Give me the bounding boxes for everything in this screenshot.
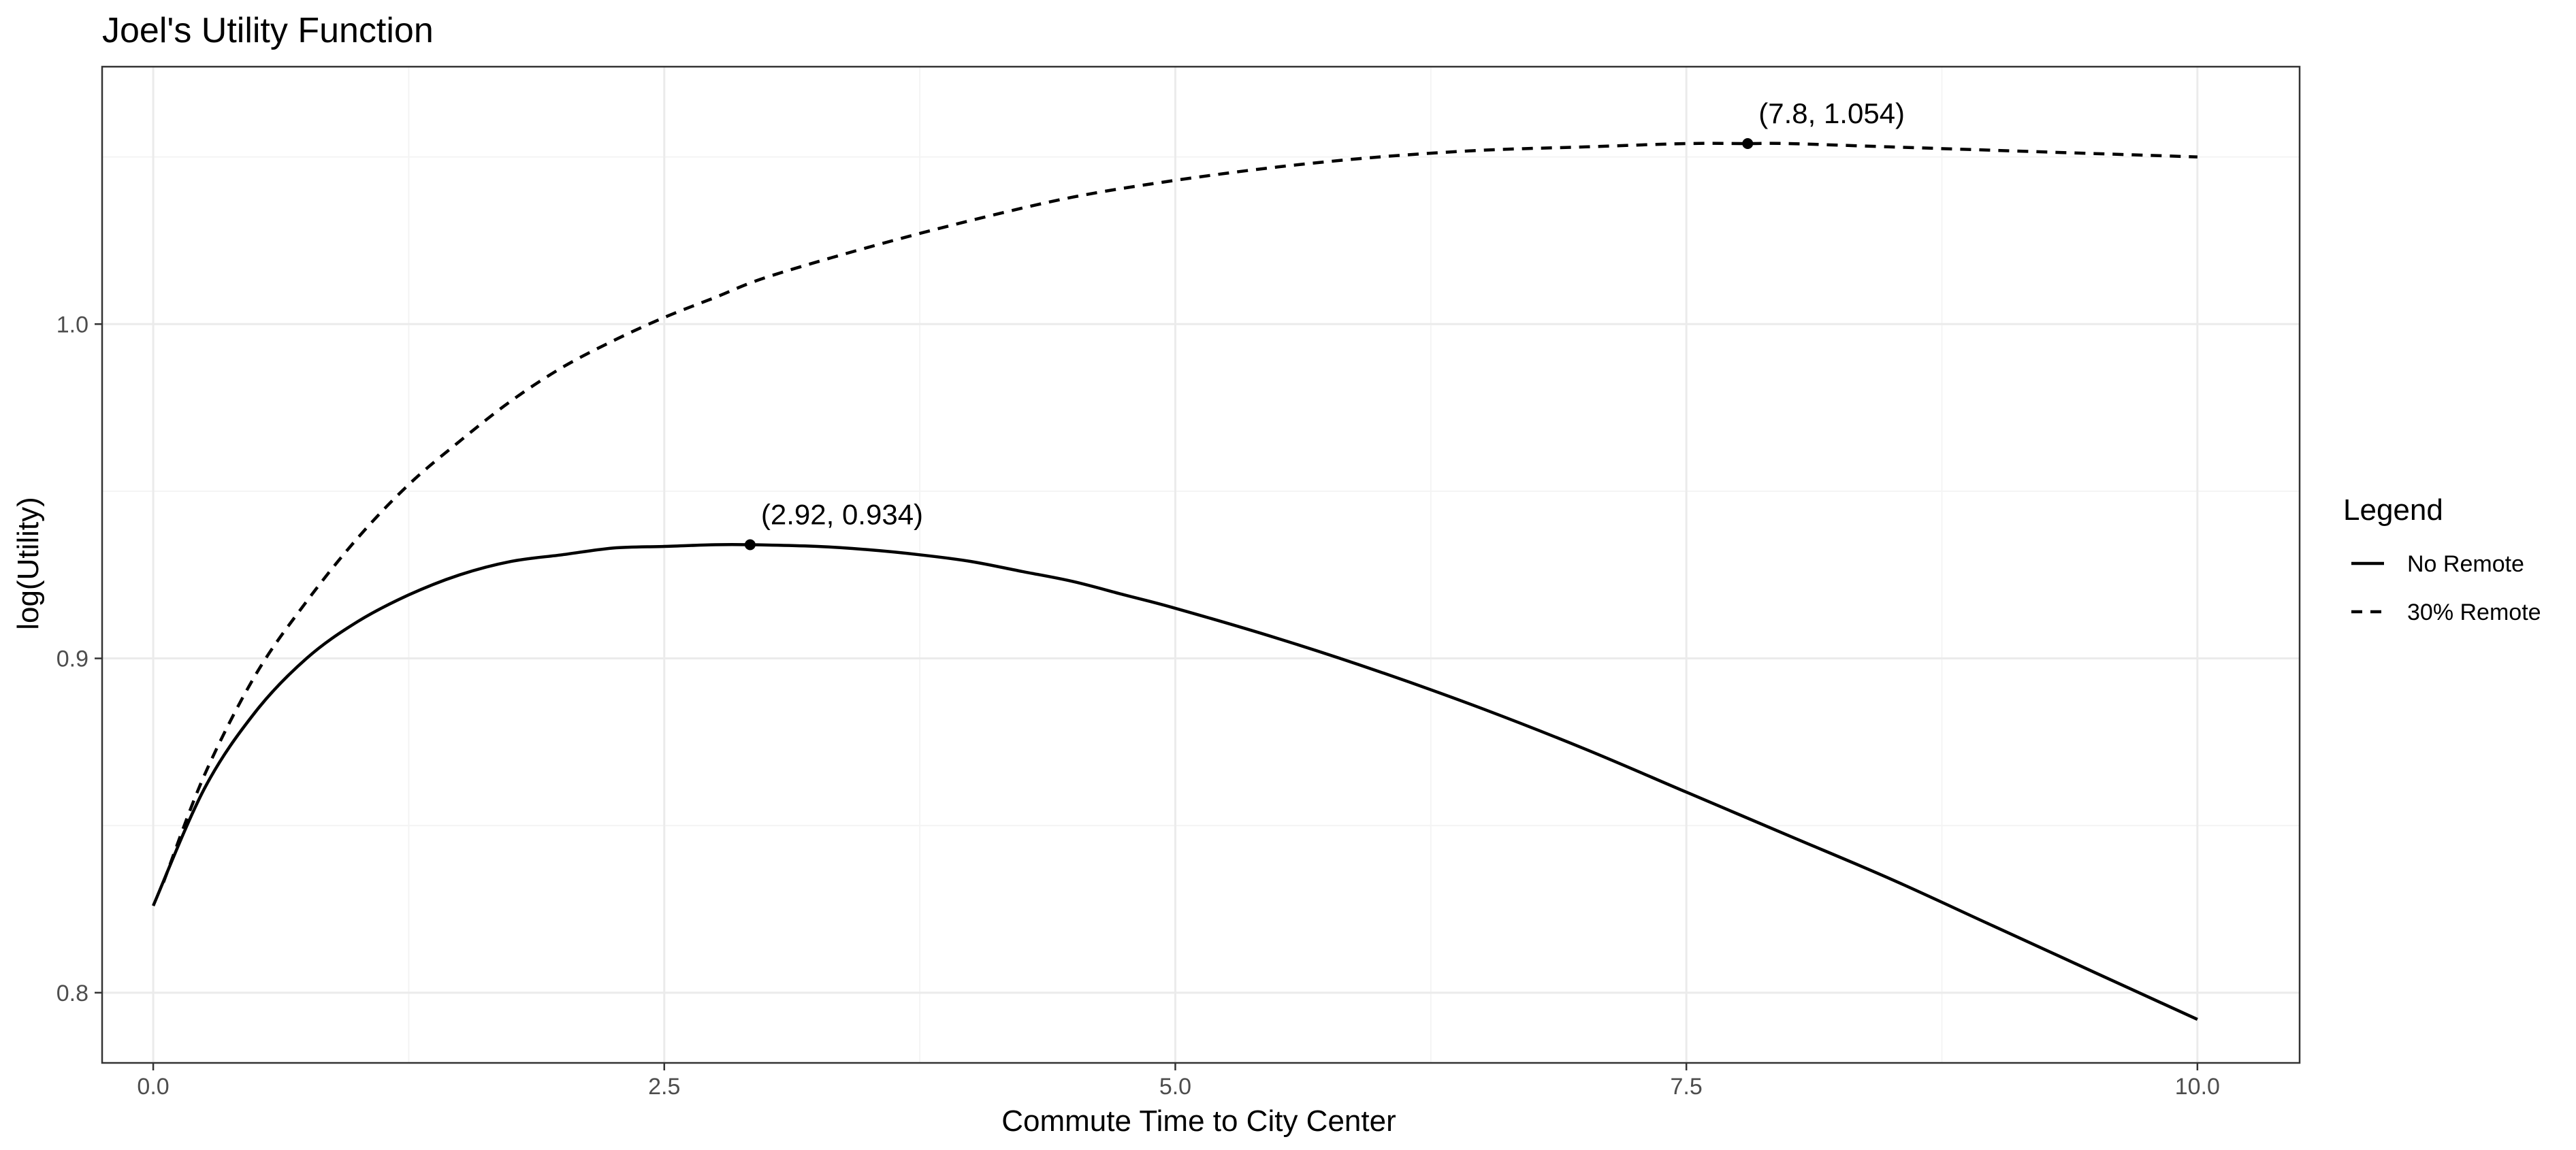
x-axis-ticks: 0.0 2.5 5.0 7.5 10.0	[137, 1063, 2220, 1100]
y-axis-title: log(Utility)	[12, 497, 45, 630]
x-tick-label: 2.5	[648, 1074, 680, 1100]
annotation-labels: (2.92, 0.934) (7.8, 1.054)	[761, 97, 1905, 531]
legend-title: Legend	[2343, 493, 2443, 527]
annotation-label: (2.92, 0.934)	[761, 499, 923, 531]
annotation-point	[744, 539, 756, 551]
annotation-label: (7.8, 1.054)	[1758, 97, 1905, 129]
panel-border	[101, 65, 2301, 1064]
series-layer	[152, 142, 2198, 1021]
y-tick-label: 0.8	[57, 981, 88, 1006]
y-tick-label: 0.9	[57, 646, 88, 672]
x-tick-label: 5.0	[1159, 1074, 1191, 1100]
legend-label-no-remote: No Remote	[2407, 551, 2524, 577]
x-tick-label: 7.5	[1671, 1074, 1703, 1100]
y-axis-ticks: 0.8 0.9 1.0	[57, 312, 102, 1006]
annotation-points	[744, 137, 1754, 551]
legend-label-30-remote: 30% Remote	[2407, 599, 2541, 625]
chart-title: Joel's Utility Function	[102, 11, 434, 50]
series-line-no-remote	[152, 542, 2198, 1021]
legend: Legend No Remote 30% Remote	[2343, 493, 2541, 625]
x-tick-label: 0.0	[137, 1074, 169, 1100]
x-tick-label: 10.0	[2175, 1074, 2220, 1100]
annotation-point	[1742, 137, 1754, 149]
grid	[102, 67, 2300, 1063]
y-tick-label: 1.0	[57, 312, 88, 338]
x-axis-title: Commute Time to City Center	[1001, 1104, 1396, 1138]
series-line-30-remote	[161, 142, 2197, 883]
